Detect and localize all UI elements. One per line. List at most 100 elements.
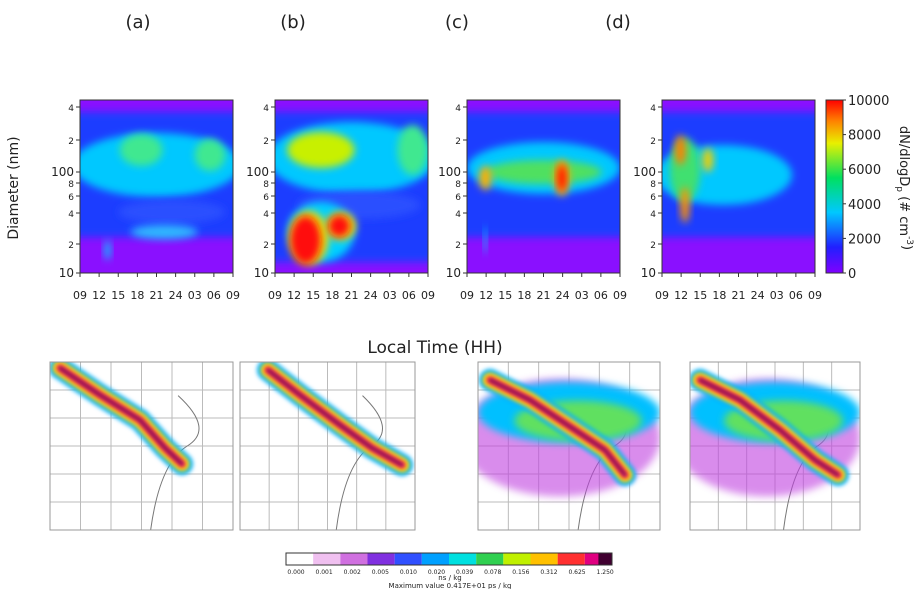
x-tick-label: 15 xyxy=(693,289,707,302)
colorbar-tick-label: 0 xyxy=(848,267,856,282)
map-frame xyxy=(477,361,661,531)
x-tick-label: 06 xyxy=(594,289,608,302)
x-tick-label: 09 xyxy=(613,289,627,302)
legend-tick-label: 0.156 xyxy=(512,569,529,576)
y-axis-label: Diameter (nm) xyxy=(6,136,22,239)
x-tick-label: 03 xyxy=(383,289,397,302)
y-tick-label: 100 xyxy=(438,165,461,179)
y-tick-label: 2 xyxy=(263,137,269,147)
heatmap-blob xyxy=(119,134,163,166)
x-tick-label: 12 xyxy=(479,289,493,302)
colorbar-tick-label: 2000 xyxy=(848,232,881,247)
legend-frame xyxy=(285,552,613,566)
legend-swatch xyxy=(340,553,368,565)
x-tick-label: 12 xyxy=(674,289,688,302)
map xyxy=(50,362,233,530)
map xyxy=(690,362,860,530)
x-tick-label: 09 xyxy=(421,289,435,302)
legend-swatch xyxy=(367,553,395,565)
y-tick-label: 2 xyxy=(455,241,461,251)
y-tick-label: 6 xyxy=(455,193,461,203)
x-tick-label: 18 xyxy=(517,289,531,302)
y-tick-label: 2 xyxy=(650,241,656,251)
heatmap-blob xyxy=(290,216,321,264)
x-tick-label: 09 xyxy=(226,289,240,302)
heatmap-blob xyxy=(479,166,492,190)
y-tick-label: 8 xyxy=(263,180,269,190)
y-tick-label: 6 xyxy=(650,193,656,203)
heatmap xyxy=(662,100,815,273)
heatmap-blob xyxy=(675,135,686,165)
map xyxy=(240,362,415,530)
y-tick-label: 6 xyxy=(68,193,74,203)
x-tick-label: 15 xyxy=(498,289,512,302)
heatmap-blob xyxy=(558,165,566,191)
heatmap xyxy=(275,100,428,273)
legend-tick-label: 1.250 xyxy=(597,569,614,576)
y-tick-label: 100 xyxy=(51,165,74,179)
y-tick-label: 10 xyxy=(254,266,269,280)
x-tick-label: 03 xyxy=(188,289,202,302)
colorbar-label-part: -3 xyxy=(904,236,914,245)
coastline xyxy=(150,395,200,530)
x-tick-label: 03 xyxy=(575,289,589,302)
panel-label: (b) xyxy=(280,12,305,33)
y-tick-label: 8 xyxy=(455,180,461,190)
heatmap-blob xyxy=(702,148,714,172)
legend-swatch xyxy=(503,553,531,565)
x-tick-label: 12 xyxy=(287,289,301,302)
legend-swatch xyxy=(557,553,585,565)
x-tick-label: 18 xyxy=(712,289,726,302)
heatmap-blob xyxy=(80,133,233,197)
x-tick-label: 24 xyxy=(751,289,765,302)
legend-tick-label: 0.312 xyxy=(540,569,557,576)
y-tick-label: 10 xyxy=(59,266,74,280)
y-tick-label: 4 xyxy=(68,210,74,220)
x-tick-label: 21 xyxy=(345,289,359,302)
plume xyxy=(58,366,184,466)
x-tick-label: 09 xyxy=(73,289,87,302)
legend-note: Maximum value 0.417E+01 ps / kg xyxy=(389,582,512,589)
legend-swatch xyxy=(598,553,612,565)
y-tick-label: 6 xyxy=(263,193,269,203)
heatmap-blob xyxy=(118,200,226,224)
y-tick-label: 4 xyxy=(650,210,656,220)
x-tick-label: 18 xyxy=(130,289,144,302)
heatmap-blob xyxy=(104,240,111,260)
y-tick-label: 2 xyxy=(68,241,74,251)
colorbar-tick-label: 4000 xyxy=(848,198,881,213)
map-frame xyxy=(49,361,234,531)
heatmap-blob xyxy=(397,125,428,175)
legend-tick-label: 0.001 xyxy=(316,569,333,576)
colorbar-tick-label: 6000 xyxy=(848,163,881,178)
legend-swatch xyxy=(530,553,558,565)
x-tick-label: 09 xyxy=(808,289,822,302)
y-tick-label: 4 xyxy=(455,104,461,114)
legend-tick-label: 0.010 xyxy=(400,569,417,576)
plume xyxy=(488,378,627,477)
x-tick-label: 24 xyxy=(364,289,378,302)
heatmap-blob xyxy=(485,160,602,184)
legend-swatch xyxy=(476,553,504,565)
y-tick-label: 10 xyxy=(446,266,461,280)
y-tick-label: 8 xyxy=(68,180,74,190)
y-tick-label: 2 xyxy=(455,137,461,147)
legend-swatch xyxy=(286,553,314,565)
colorbar-label-part: (# cm xyxy=(896,192,911,236)
colorbar-tick-label: 8000 xyxy=(848,129,881,144)
panel-label: (a) xyxy=(125,12,150,33)
colorbar xyxy=(825,99,844,274)
legend-swatch xyxy=(394,553,422,565)
heatmap-blob xyxy=(328,215,350,237)
heatmap xyxy=(467,100,620,273)
panel-label: (c) xyxy=(445,12,469,33)
legend-tick-label: 0.005 xyxy=(372,569,389,576)
heatmap-blob xyxy=(287,132,355,168)
heatmap-blob xyxy=(130,225,198,239)
legend-tick-label: 0.002 xyxy=(344,569,361,576)
x-tick-label: 06 xyxy=(789,289,803,302)
y-tick-label: 2 xyxy=(650,137,656,147)
y-tick-label: 8 xyxy=(650,180,656,190)
y-tick-label: 100 xyxy=(633,165,656,179)
